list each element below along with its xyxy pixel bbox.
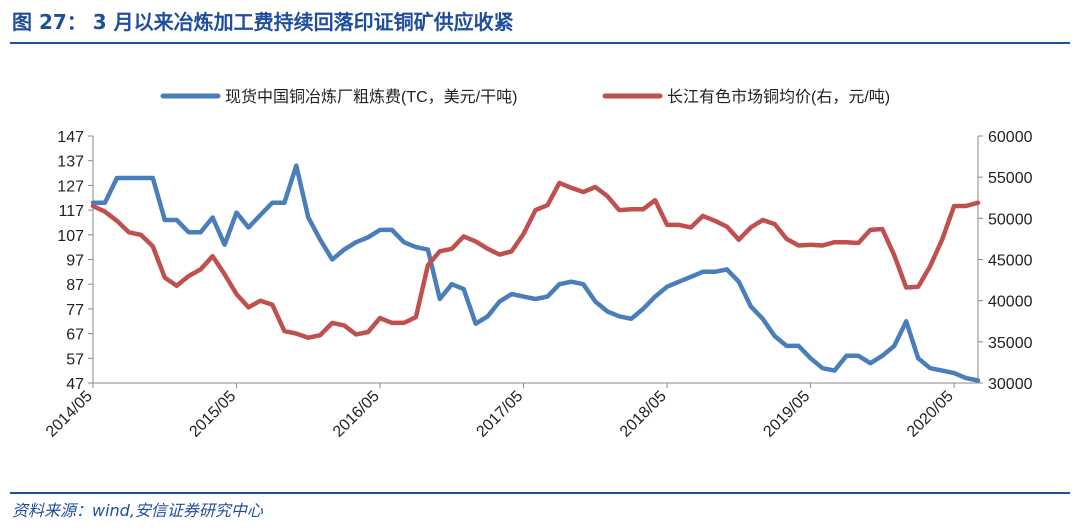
left-tick-label: 77 (66, 302, 84, 319)
left-tick-label: 117 (58, 203, 84, 220)
right-tick-label: 30000 (988, 376, 1033, 393)
x-tick-label: 2018/05 (617, 388, 670, 441)
figure-label: 图 27： (12, 10, 87, 34)
x-tick-label: 2019/05 (760, 388, 813, 441)
right-tick-label: 40000 (988, 294, 1033, 311)
series-line-2 (90, 180, 981, 340)
title-rule (10, 42, 1070, 44)
x-tick-label: 2014/05 (43, 388, 96, 441)
line-chart: 47 57 67 77 87 97 107 117 127 137 147 30000 35000 400… (43, 88, 1033, 441)
left-tick-label: 127 (57, 178, 84, 195)
source-note: 资料来源：wind,安信证券研究中心 (12, 501, 263, 520)
left-tick-label: 47 (66, 376, 84, 393)
figure-title: 图 27： 3 月以来冶炼加工费持续回落印证铜矿供应收紧 (12, 6, 514, 38)
x-tick-label: 2020/05 (904, 388, 957, 441)
x-tick-label: 2015/05 (186, 388, 239, 441)
left-tick-label: 87 (66, 277, 84, 294)
x-tick-label: 2017/05 (473, 388, 526, 441)
legend-label-2: 长江有色市场铜均价(右，元/吨) (667, 88, 890, 106)
left-tick-label: 67 (66, 327, 84, 344)
left-tick-label: 137 (57, 154, 84, 171)
right-tick-label: 60000 (988, 129, 1033, 146)
right-tick-label: 55000 (988, 170, 1033, 187)
legend-label-1: 现货中国铜冶炼厂粗炼费(TC，美元/干吨) (225, 88, 517, 106)
left-tick-label: 57 (66, 351, 84, 368)
left-tick-label: 147 (57, 129, 84, 146)
source-rule (10, 492, 1070, 494)
left-tick-label: 107 (57, 228, 84, 245)
left-tick-label: 97 (66, 253, 84, 270)
series-line-1 (90, 163, 981, 383)
figure-title-text: 3 月以来冶炼加工费持续回落印证铜矿供应收紧 (92, 10, 514, 34)
right-tick-label: 35000 (988, 335, 1033, 352)
right-tick-label: 45000 (988, 253, 1033, 270)
x-tick-label: 2016/05 (330, 388, 383, 441)
right-tick-label: 50000 (988, 211, 1033, 228)
